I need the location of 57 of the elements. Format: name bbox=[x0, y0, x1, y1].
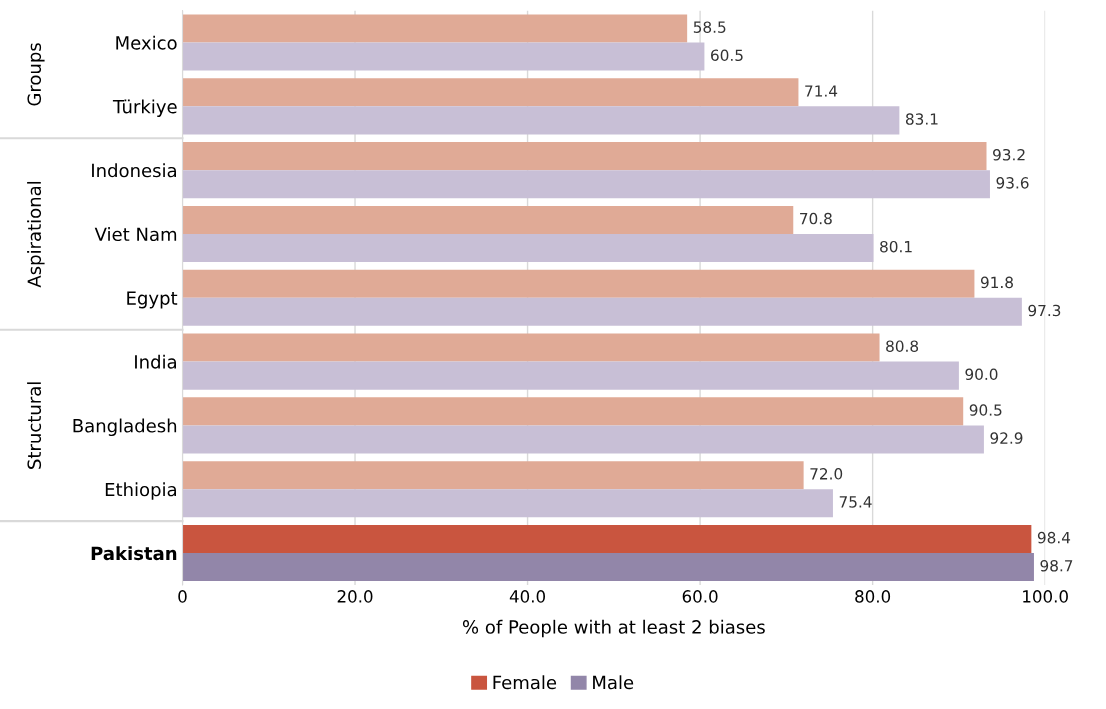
bar bbox=[182, 205, 794, 234]
data-label: 93.2 bbox=[993, 149, 1025, 161]
data-label: 80.1 bbox=[880, 240, 912, 253]
x-tick-label: 60.0 bbox=[682, 590, 718, 603]
bar bbox=[182, 78, 799, 107]
data-label: 58.5 bbox=[693, 21, 726, 33]
legend-label: Male bbox=[593, 675, 634, 690]
y-tick-label: Bangladesh bbox=[73, 418, 177, 437]
bar bbox=[182, 461, 804, 490]
bar bbox=[182, 361, 959, 390]
data-label: 97.3 bbox=[1028, 304, 1061, 317]
bar bbox=[182, 297, 1022, 326]
text: Groups bbox=[27, 43, 45, 106]
bar bbox=[182, 425, 984, 454]
y-tick-label: Ethiopia bbox=[105, 482, 176, 500]
x-axis-title: % of People with at least 2 biases bbox=[462, 619, 765, 638]
text: Structural bbox=[27, 382, 42, 469]
bar bbox=[182, 489, 833, 518]
bar bbox=[182, 14, 688, 43]
data-label: 92.9 bbox=[990, 432, 1023, 444]
bar bbox=[182, 333, 880, 362]
data-label: 71.4 bbox=[805, 85, 838, 97]
bar bbox=[182, 524, 1032, 554]
data-label: 98.7 bbox=[1040, 559, 1073, 572]
legend-label: Female bbox=[493, 675, 557, 690]
data-label: 90.0 bbox=[965, 368, 998, 381]
bar bbox=[182, 142, 987, 171]
y-tick-label: Pakistan bbox=[91, 546, 177, 561]
bar bbox=[182, 106, 900, 135]
data-label: 80.8 bbox=[886, 340, 919, 352]
data-label: 75.4 bbox=[839, 496, 872, 508]
x-tick-label: 80.0 bbox=[855, 590, 891, 603]
data-label: 91.8 bbox=[980, 276, 1013, 289]
bar bbox=[182, 553, 1034, 582]
data-label: 90.5 bbox=[969, 404, 1002, 416]
data-label: 93.6 bbox=[996, 177, 1029, 189]
x-tick-label: 100.0 bbox=[1023, 590, 1068, 603]
y-tick-label: Indonesia bbox=[92, 163, 176, 178]
data-label: 98.4 bbox=[1037, 531, 1071, 544]
data-label: 83.1 bbox=[905, 113, 938, 125]
data-label: 72.0 bbox=[810, 468, 843, 480]
data-label: 70.8 bbox=[800, 212, 832, 225]
bar bbox=[182, 269, 975, 298]
x-tick-label: 0 bbox=[178, 590, 187, 603]
bar bbox=[182, 42, 705, 71]
y-tick-label: India bbox=[135, 354, 176, 369]
bar bbox=[182, 170, 990, 199]
bar bbox=[182, 397, 964, 426]
y-tick-label: Türkiye bbox=[112, 99, 177, 117]
y-tick-label: Mexico bbox=[116, 35, 177, 50]
data-label: 60.5 bbox=[711, 49, 743, 62]
text: Aspirational bbox=[27, 181, 45, 288]
x-tick-label: 40.0 bbox=[509, 590, 546, 603]
y-tick-label: Egypt bbox=[127, 291, 178, 309]
x-tick-label: 20.0 bbox=[337, 590, 373, 603]
bar bbox=[182, 233, 874, 263]
y-tick-label: Viet Nam bbox=[94, 227, 177, 242]
